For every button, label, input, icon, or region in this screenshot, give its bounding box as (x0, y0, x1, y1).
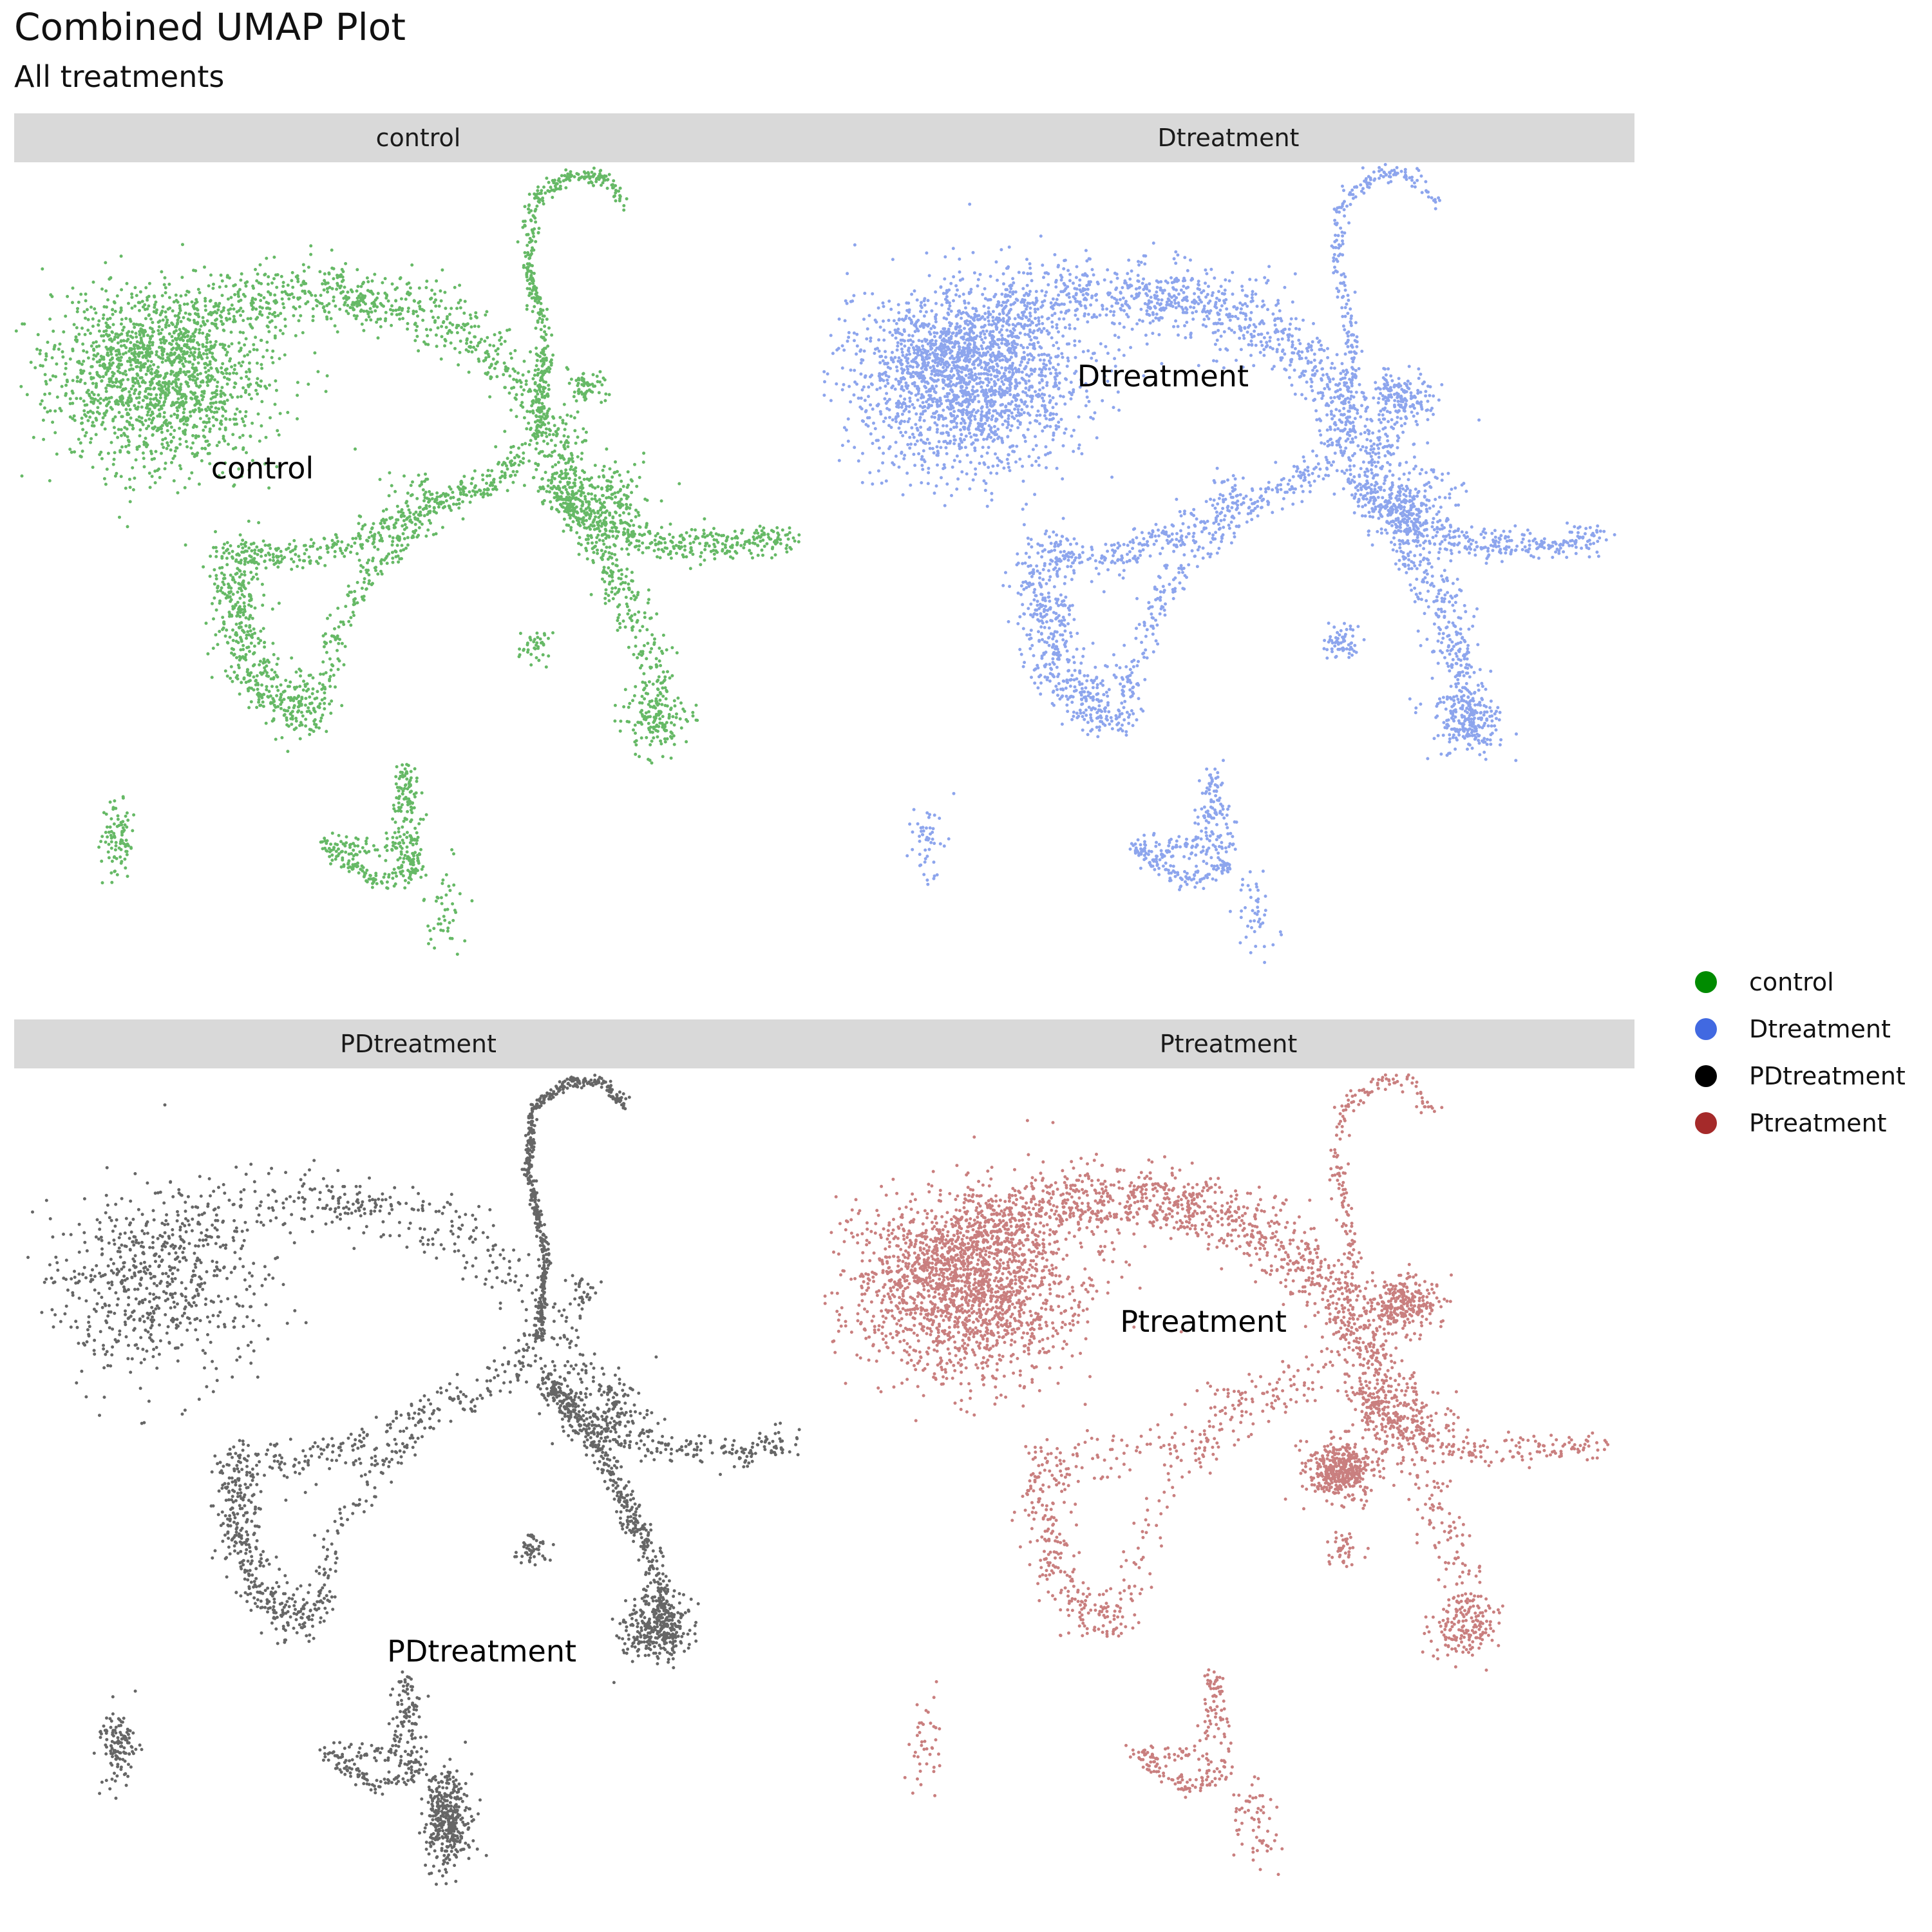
legend-key-ptreatment (1695, 1112, 1717, 1134)
cluster-label-control: control (211, 451, 314, 486)
cluster-label-dtreatment: Dtreatment (1077, 359, 1249, 393)
legend-label-ptreatment: Ptreatment (1749, 1108, 1887, 1137)
chart-subtitle: All treatments (14, 59, 225, 94)
legend-label-pdtreatment: PDtreatment (1749, 1061, 1906, 1090)
umap-scatter-dtreatment: Dtreatment (822, 163, 1616, 964)
legend-label-control: control (1749, 967, 1834, 996)
facet-strip-control: control (14, 113, 822, 162)
umap-panel-dtreatment: Dtreatment (822, 162, 1631, 1019)
umap-panel-pdtreatment: PDtreatment (14, 1068, 822, 1925)
cell-points-pdtreatment (26, 1074, 801, 1886)
cell-points-dtreatment (822, 163, 1616, 964)
legend-key-pdtreatment (1695, 1065, 1717, 1087)
facet-strip-pdtreatment: PDtreatment (14, 1019, 822, 1068)
facet-strip-ptreatment: Ptreatment (822, 1019, 1634, 1068)
facet-strip-dtreatment: Dtreatment (822, 113, 1634, 162)
chart-title: Combined UMAP Plot (14, 5, 406, 49)
cluster-label-pdtreatment: PDtreatment (387, 1634, 576, 1669)
legend-item-pdtreatment: PDtreatment (1687, 1052, 1906, 1099)
legend-key-dtreatment (1695, 1018, 1717, 1040)
umap-panel-control: control (14, 162, 822, 1019)
legend-item-control: control (1687, 958, 1906, 1005)
legend-key-control (1695, 971, 1717, 993)
umap-scatter-ptreatment: Ptreatment (823, 1073, 1610, 1877)
legend: control Dtreatment PDtreatment Ptreatmen… (1687, 958, 1906, 1146)
cell-points-control (14, 166, 801, 956)
umap-scatter-control: control (14, 166, 801, 956)
legend-item-dtreatment: Dtreatment (1687, 1005, 1906, 1052)
umap-panel-ptreatment: Ptreatment (822, 1068, 1631, 1925)
cluster-label-ptreatment: Ptreatment (1120, 1304, 1287, 1339)
umap-scatter-pdtreatment: PDtreatment (26, 1074, 801, 1886)
cell-points-ptreatment (823, 1073, 1610, 1877)
legend-item-ptreatment: Ptreatment (1687, 1099, 1906, 1146)
legend-label-dtreatment: Dtreatment (1749, 1014, 1891, 1043)
